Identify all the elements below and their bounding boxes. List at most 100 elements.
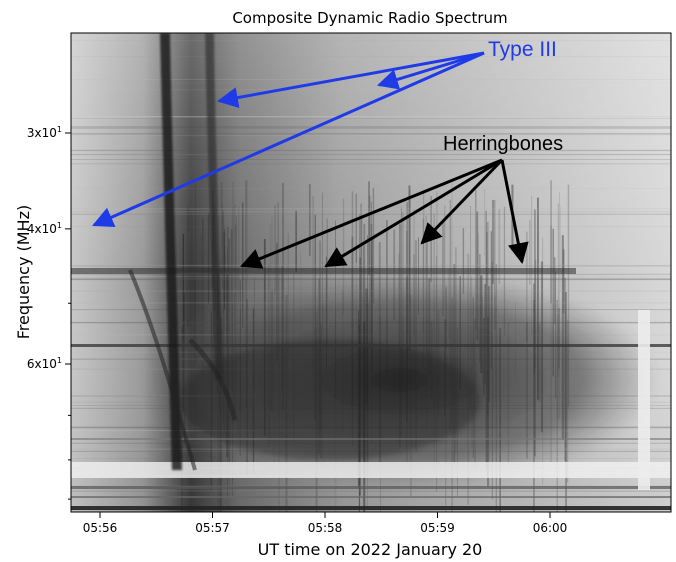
spectrum-streak xyxy=(484,189,486,256)
spectrum-streak xyxy=(531,195,533,337)
spectrum-streak xyxy=(557,203,559,378)
type3-label: Type III xyxy=(488,38,557,61)
herringbone-drift-left xyxy=(128,269,197,471)
type3-arrow-1 xyxy=(216,51,485,108)
x-tick-label: 05:58 xyxy=(308,521,343,535)
spectrum-streak xyxy=(220,182,223,277)
spectrum-band xyxy=(71,116,671,118)
spectrum-streak xyxy=(368,181,370,276)
spectrum-streak xyxy=(207,213,210,304)
spectrum-band xyxy=(71,126,671,128)
spectrum-streak xyxy=(475,190,477,330)
spectrum-band xyxy=(71,56,671,58)
spectrum-streak xyxy=(202,218,204,378)
herringbones-arrow-1 xyxy=(240,158,503,269)
y-tick-label: 3x101 xyxy=(27,125,62,140)
y-tick-label: 6x101 xyxy=(27,356,62,371)
type3-burst-second xyxy=(205,33,224,380)
spectrum-band xyxy=(71,226,671,228)
spectrum-band xyxy=(71,159,671,160)
x-tick-label: 05:57 xyxy=(195,521,230,535)
type3-burst-main xyxy=(160,33,182,470)
spectrum-band xyxy=(71,79,671,80)
spectrum-streak xyxy=(462,228,465,294)
herringbone-drift-center xyxy=(188,338,238,421)
plot-frame xyxy=(70,32,672,513)
spectrum-band xyxy=(71,149,671,152)
spectrum-streak xyxy=(224,246,226,310)
gap-strip-right xyxy=(638,310,650,490)
spectrum-band xyxy=(71,208,671,210)
chart-title: Composite Dynamic Radio Spectrum xyxy=(232,9,507,27)
spectrum-band xyxy=(71,490,671,492)
herringbones-arrow-2 xyxy=(324,158,503,268)
spectrum-streak xyxy=(550,180,552,304)
spectrum-streak xyxy=(529,219,531,285)
y-tick-label: 4x101 xyxy=(27,221,62,236)
spectrum-band xyxy=(71,264,671,266)
spectrum-band xyxy=(71,153,671,156)
spectrum-band xyxy=(71,163,671,165)
spectrum-band xyxy=(71,265,671,267)
spectrum-streak xyxy=(409,190,411,305)
spectrum-streak xyxy=(277,202,279,358)
spectrum-streak xyxy=(222,203,223,288)
herringbones-arrow-3 xyxy=(420,158,504,245)
x-axis-label: UT time on 2022 January 20 xyxy=(258,540,483,559)
spectrum-streak xyxy=(223,225,225,299)
spectrum-streak xyxy=(562,249,565,314)
spectrum-streak xyxy=(232,181,235,392)
spectrum-streak xyxy=(308,184,311,257)
burst-core-inner xyxy=(180,340,480,460)
spectrogram xyxy=(71,33,671,512)
spectrum-band xyxy=(71,490,671,492)
spectrum-streak xyxy=(271,217,273,352)
spectrum-streak xyxy=(372,187,375,304)
type3-annotation: Type III xyxy=(92,38,557,227)
spectrum-streak xyxy=(370,224,373,297)
spectrum-streak xyxy=(567,184,570,407)
x-axis-ticks: 05:56 05:57 05:58 05:59 06:00 xyxy=(83,512,568,535)
band-line-62mhz xyxy=(71,344,671,347)
x-tick-label: 05:56 xyxy=(83,521,118,535)
band-split-lower xyxy=(71,268,576,274)
spectrum-streak xyxy=(295,210,297,273)
band-bottom-3 xyxy=(71,506,671,510)
herringbones-annotation: Herringbones xyxy=(240,133,563,269)
band-line-lower xyxy=(71,438,671,440)
spectrum-band xyxy=(71,133,671,135)
spectrum-streak xyxy=(423,193,425,334)
spectrum-streak xyxy=(274,204,276,295)
spectrum-streak xyxy=(492,200,494,284)
spectrum-band xyxy=(71,127,671,129)
herringbones-arrow-4 xyxy=(500,159,529,265)
spectrum-streak xyxy=(494,199,496,330)
spectrum-streak xyxy=(322,192,323,337)
spectrum-streak xyxy=(498,209,501,284)
band-bottom-1 xyxy=(71,486,671,489)
x-tick-label: 05:59 xyxy=(420,521,455,535)
spectrum-streak xyxy=(359,214,361,320)
y-axis-label: Frequency (MHz) xyxy=(14,205,33,339)
spectrum-band xyxy=(71,40,671,42)
spectrum-streak xyxy=(560,206,561,292)
spectrum-band xyxy=(71,116,671,118)
herringbones-label: Herringbones xyxy=(443,133,563,155)
y-axis-ticks: 3x101 4x101 6x101 xyxy=(27,125,71,500)
spectrum-band xyxy=(71,82,671,84)
spectrum-band xyxy=(71,135,671,137)
spectrum-streak xyxy=(554,257,556,325)
spectrum-band xyxy=(71,118,671,119)
x-tick-label: 06:00 xyxy=(533,521,568,535)
spectrum-band xyxy=(71,188,671,189)
type3-arrow-2 xyxy=(376,51,485,90)
spectrum-streak xyxy=(238,206,240,305)
band-bottom-2 xyxy=(71,496,671,498)
type3-arrow-3 xyxy=(92,51,485,227)
spectrum-streak xyxy=(234,204,236,288)
spectrum-band xyxy=(71,89,671,91)
spectrum-streak xyxy=(444,205,446,306)
spectrum-streak xyxy=(209,196,211,293)
spectrum-streak xyxy=(187,207,190,327)
